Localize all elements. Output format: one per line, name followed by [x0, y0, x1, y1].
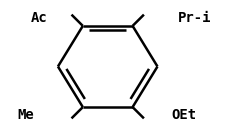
Text: Ac: Ac — [31, 11, 48, 25]
Text: Me: Me — [17, 108, 34, 122]
Text: OEt: OEt — [171, 108, 196, 122]
Text: Pr-i: Pr-i — [178, 11, 211, 25]
